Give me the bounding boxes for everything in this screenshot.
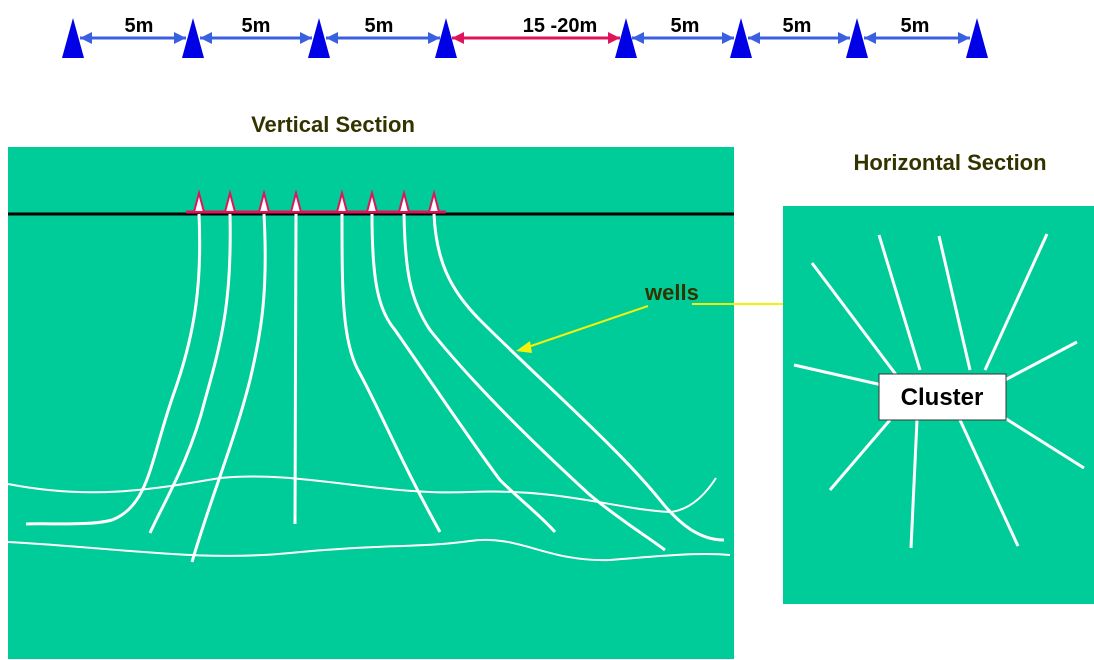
well-trajectory bbox=[340, 213, 442, 533]
well-marker-triangle bbox=[182, 18, 204, 58]
well-marker-triangle bbox=[615, 18, 637, 58]
well-trajectory bbox=[370, 213, 557, 533]
arrowhead bbox=[300, 32, 312, 44]
arrowhead bbox=[516, 341, 532, 353]
rig-markers bbox=[192, 189, 441, 213]
arrowhead bbox=[326, 32, 338, 44]
horizontal-section: Cluster bbox=[783, 206, 1094, 604]
spacing-label: 15 -20m bbox=[523, 15, 598, 37]
arrowhead bbox=[838, 32, 850, 44]
well-trajectory bbox=[293, 213, 298, 525]
well-trajectory bbox=[190, 213, 267, 563]
well-marker-triangle bbox=[62, 18, 84, 58]
vertical-section: wells bbox=[7, 147, 833, 659]
rig-marker bbox=[223, 189, 237, 213]
rig-marker bbox=[289, 189, 303, 213]
radial-well bbox=[983, 233, 1049, 371]
spacing-label: 5m bbox=[242, 15, 271, 37]
well-marker-triangle bbox=[730, 18, 752, 58]
arrowhead bbox=[608, 32, 620, 44]
spacing-label: 5m bbox=[125, 15, 154, 37]
arrowhead bbox=[174, 32, 186, 44]
well-trajectory bbox=[25, 213, 202, 526]
arrowhead bbox=[748, 32, 760, 44]
arrowhead bbox=[200, 32, 212, 44]
arrowhead bbox=[958, 32, 970, 44]
arrowhead bbox=[452, 32, 464, 44]
radial-well bbox=[793, 363, 883, 387]
radial-well bbox=[999, 413, 1085, 470]
vertical-section-title: Vertical Section bbox=[251, 112, 415, 137]
well-marker-triangle bbox=[435, 18, 457, 58]
spacing-label: 5m bbox=[901, 15, 930, 37]
formation-boundary-lower bbox=[7, 538, 731, 562]
well-trajectory bbox=[402, 213, 666, 552]
spacing-row: 5m 5m 5m 15 -20m 5m 5m 5m bbox=[62, 15, 988, 58]
radial-well bbox=[828, 419, 892, 491]
well-marker-triangle bbox=[308, 18, 330, 58]
spacing-labels: 5m 5m 5m 15 -20m 5m 5m 5m bbox=[125, 15, 930, 37]
arrowhead bbox=[722, 32, 734, 44]
radial-well bbox=[1004, 340, 1078, 382]
radial-wells bbox=[793, 233, 1085, 549]
cluster-box bbox=[878, 373, 1007, 421]
spacing-label: 5m bbox=[783, 15, 812, 37]
rig-marker bbox=[335, 189, 349, 213]
cluster-label: Cluster bbox=[901, 384, 984, 411]
rig-marker bbox=[427, 189, 441, 213]
well-trajectories bbox=[25, 213, 725, 563]
rig-marker bbox=[257, 189, 271, 213]
well-marker-triangle bbox=[966, 18, 988, 58]
horizontal-section-title: Horizontal Section bbox=[853, 150, 1046, 175]
radial-well bbox=[810, 262, 902, 381]
rig-marker bbox=[397, 189, 411, 213]
spacing-markers bbox=[62, 18, 988, 58]
arrowhead bbox=[864, 32, 876, 44]
spacing-label: 5m bbox=[365, 15, 394, 37]
rig-marker bbox=[192, 189, 206, 213]
spacing-label: 5m bbox=[671, 15, 700, 37]
radial-well bbox=[877, 234, 922, 371]
radial-well bbox=[937, 235, 972, 371]
well-marker-triangle bbox=[846, 18, 868, 58]
arrowhead bbox=[428, 32, 440, 44]
spacing-arrows bbox=[80, 32, 970, 44]
radial-well bbox=[958, 419, 1020, 547]
radial-well bbox=[909, 419, 919, 549]
rig-marker bbox=[365, 189, 379, 213]
callout-arrow-left bbox=[527, 305, 649, 348]
wells-callout-label: wells bbox=[644, 280, 699, 305]
arrowhead bbox=[80, 32, 92, 44]
well-trajectory bbox=[148, 213, 232, 534]
arrowhead bbox=[632, 32, 644, 44]
well-trajectory bbox=[432, 213, 725, 542]
